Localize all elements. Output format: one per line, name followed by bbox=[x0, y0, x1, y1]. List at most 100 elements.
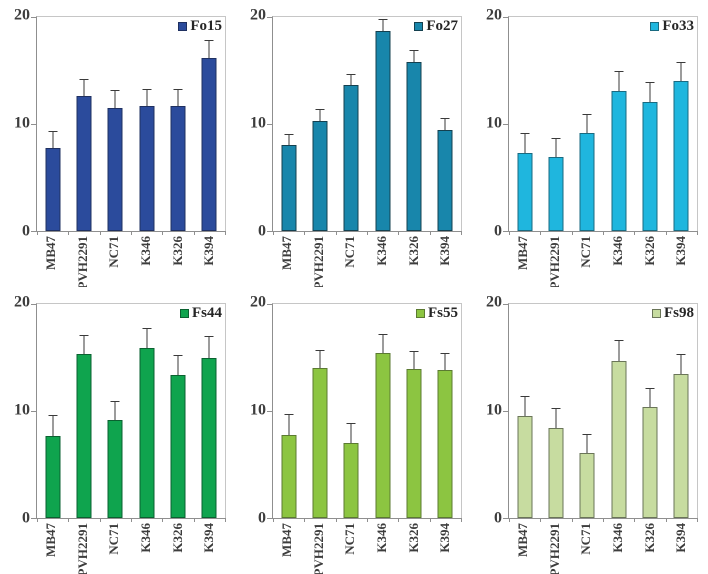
y-tick-mark bbox=[31, 231, 36, 232]
plot-area: Fo27 bbox=[267, 16, 462, 235]
error-bar-cap bbox=[676, 62, 686, 64]
error-bar-cap bbox=[315, 109, 325, 111]
error-bar-cap bbox=[520, 132, 530, 134]
x-category-label: K346 bbox=[137, 523, 153, 553]
error-bar-line bbox=[319, 351, 321, 369]
y-tick-label: 10 bbox=[250, 114, 266, 132]
x-tick-mark bbox=[273, 518, 274, 522]
bar-K326 bbox=[170, 374, 186, 518]
error-bar-line bbox=[177, 89, 179, 106]
bar-K346 bbox=[611, 360, 627, 518]
legend: Fs44 bbox=[180, 306, 222, 321]
chart-panel-Fo27: 20 10 0 Fo27 MB47 PVH2291 NC71 K346 K326 K394 bbox=[236, 0, 472, 287]
chart-panel-Fo33: 20 10 0 Fo33 MB47 PVH2291 NC71 K346 K326 K394 bbox=[472, 0, 708, 287]
x-category-label: PVH2291 bbox=[310, 236, 326, 287]
x-tick-mark bbox=[225, 231, 226, 235]
error-bar-line bbox=[208, 40, 210, 58]
bar-K394 bbox=[673, 81, 689, 231]
x-tick-mark bbox=[131, 231, 132, 235]
x-category-label: K326 bbox=[405, 523, 421, 553]
x-category-label: MB47 bbox=[42, 236, 58, 270]
x-category-label: K346 bbox=[137, 236, 153, 266]
y-tick-label: 20 bbox=[250, 6, 266, 24]
x-tick-mark bbox=[540, 518, 542, 522]
x-category-label: K394 bbox=[673, 236, 689, 266]
error-bar-line bbox=[350, 423, 352, 444]
x-tick-mark bbox=[429, 231, 431, 235]
bar-K326 bbox=[406, 369, 422, 518]
x-tick-mark bbox=[665, 518, 667, 522]
x-tick-mark bbox=[571, 518, 573, 522]
plot-area: Fo33 bbox=[503, 16, 698, 235]
bar-MB47 bbox=[517, 152, 533, 231]
x-category-label: K394 bbox=[201, 523, 217, 553]
y-tick-mark bbox=[267, 411, 272, 412]
x-tick-mark bbox=[273, 231, 274, 235]
error-bar-line bbox=[350, 74, 352, 86]
error-bar-cap bbox=[48, 415, 58, 417]
legend: Fs98 bbox=[652, 306, 694, 321]
x-category-label: K394 bbox=[437, 236, 453, 266]
x-tick-mark bbox=[509, 518, 510, 522]
x-category-label: MB47 bbox=[514, 236, 530, 270]
x-axis-labels: MB47 PVH2291 NC71 K346 K326 K394 bbox=[508, 235, 698, 287]
error-bar-cap bbox=[551, 407, 561, 409]
error-bar-line bbox=[382, 335, 384, 354]
error-bar-cap bbox=[378, 19, 388, 21]
x-tick-mark bbox=[37, 231, 38, 235]
bar-PVH2291 bbox=[548, 157, 564, 231]
y-tick-label: 20 bbox=[486, 6, 502, 24]
error-bar-cap bbox=[645, 387, 655, 389]
error-bar-line bbox=[114, 90, 116, 108]
legend-swatch-icon bbox=[650, 22, 660, 31]
x-tick-mark bbox=[37, 518, 38, 522]
bar-PVH2291 bbox=[76, 354, 92, 518]
bar-PVH2291 bbox=[312, 120, 328, 231]
error-bar-line bbox=[146, 89, 148, 106]
legend-swatch-icon bbox=[416, 309, 425, 318]
x-category-label: K326 bbox=[641, 236, 657, 266]
x-tick-mark bbox=[193, 518, 195, 522]
x-category-label: K394 bbox=[201, 236, 217, 266]
x-axis-labels: MB47 PVH2291 NC71 K346 K326 K394 bbox=[508, 522, 698, 574]
x-category-label: K326 bbox=[169, 236, 185, 266]
bar-NC71 bbox=[107, 419, 123, 518]
y-tick-mark bbox=[267, 231, 272, 232]
error-bar-cap bbox=[614, 340, 624, 342]
bar-K326 bbox=[642, 101, 658, 231]
x-category-label: PVH2291 bbox=[74, 236, 90, 287]
error-bar-cap bbox=[142, 327, 152, 329]
error-bar-line bbox=[555, 408, 557, 429]
error-bar-line bbox=[680, 63, 682, 82]
x-category-label: K346 bbox=[373, 236, 389, 266]
y-tick-mark bbox=[31, 124, 36, 125]
error-bar-line bbox=[680, 355, 682, 374]
error-bar-cap bbox=[582, 114, 592, 116]
y-tick-mark bbox=[267, 518, 272, 519]
x-tick-mark bbox=[603, 518, 604, 522]
bar-MB47 bbox=[517, 416, 533, 518]
chart-panel-Fs98: 20 10 0 Fs98 MB47 PVH2291 NC71 K346 K326 K394 bbox=[472, 287, 708, 574]
x-tick-mark bbox=[697, 518, 698, 522]
error-bar-cap bbox=[48, 130, 58, 132]
x-tick-mark bbox=[99, 231, 101, 235]
x-category-label: NC71 bbox=[106, 236, 122, 268]
x-category-label: K326 bbox=[405, 236, 421, 266]
legend: Fo15 bbox=[178, 19, 222, 34]
x-tick-mark bbox=[429, 518, 431, 522]
bar-K346 bbox=[139, 347, 155, 518]
error-bar-cap bbox=[79, 335, 89, 337]
x-tick-mark bbox=[162, 231, 164, 235]
y-axis: 20 10 0 bbox=[472, 287, 506, 526]
y-tick-mark bbox=[267, 304, 272, 305]
bar-K346 bbox=[375, 30, 391, 231]
y-tick-label: 0 bbox=[258, 509, 266, 527]
error-bar-cap bbox=[110, 89, 120, 91]
x-axis-labels: MB47 PVH2291 NC71 K346 K326 K394 bbox=[36, 522, 226, 574]
legend-label: Fo27 bbox=[426, 18, 458, 34]
error-bar-cap bbox=[315, 350, 325, 352]
legend: Fs55 bbox=[416, 306, 458, 321]
error-bar-line bbox=[649, 388, 651, 407]
x-category-label: K394 bbox=[673, 523, 689, 553]
error-bar-cap bbox=[520, 396, 530, 398]
